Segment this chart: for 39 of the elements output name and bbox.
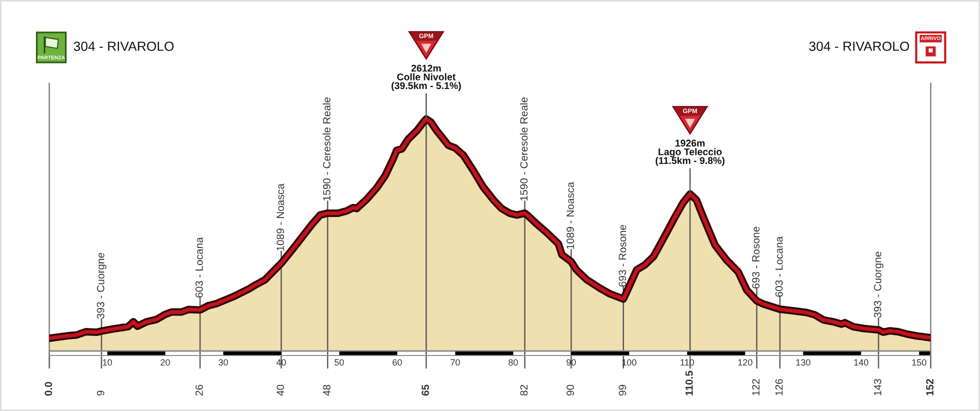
ref-line-label: 393 - Cuorgne (874, 252, 884, 318)
ref-line-label: 603 - Locana (775, 236, 783, 297)
x2-tick-label: 30 (218, 359, 228, 366)
ref-line-label: 1089 - Noasca (566, 182, 574, 249)
x2-tick-label: 130 (796, 359, 810, 366)
x-tick-label: 48 (323, 384, 330, 396)
x-tick-label: 122 (752, 379, 760, 396)
x-tick-label: 152 (926, 379, 934, 396)
x-tick-label: 40 (276, 384, 284, 396)
x2-tick-label: 150 (912, 359, 926, 366)
x2-tick-label: 20 (160, 359, 170, 366)
ref-line-label: 1590 - Ceresole Reale (322, 97, 330, 200)
text: 304 - RIVAROLO (809, 42, 910, 51)
ref-line-label: 1089 - Noasca (276, 184, 284, 251)
ref-line-label: 693 - Rosone (618, 224, 626, 287)
x-tick-label: 9 (96, 390, 104, 396)
x-tick-label: 90 (566, 384, 574, 396)
x-tick-label: 65 (422, 384, 430, 396)
ref-line-label: 1590 - Ceresole Reale (520, 97, 528, 200)
x-tick-label: 82 (520, 384, 528, 396)
x2-tick-label: 140 (854, 359, 868, 366)
annotation: 1926m Lago Teleccio (11.5km - 9.8%) (656, 140, 724, 166)
x-tick-label: 143 (874, 379, 882, 396)
x-tick-label: 26 (195, 384, 203, 396)
x2-tick-label: 80 (508, 359, 518, 366)
x-tick-label: 126 (775, 379, 783, 396)
x2-tick-label: 120 (738, 359, 752, 366)
ref-line-label: 393 - Cuorgne (96, 252, 106, 319)
x-tick-label: 99 (618, 384, 626, 396)
x-tick-label: 0.0 (44, 382, 52, 396)
ref-line-label: 693 - Rosone (752, 226, 760, 288)
x-tick-label: 110.5 (685, 370, 693, 396)
x2-tick-label: 70 (450, 359, 460, 366)
x2-tick-label: 10 (102, 359, 112, 366)
x2-tick-label: 50 (334, 359, 344, 366)
x2-tick-label: 60 (392, 359, 402, 366)
annotation: 2612m Colle Nivolet (39.5km - 5.1%) (392, 64, 461, 91)
ref-line-label: 603 - Locana (195, 237, 203, 298)
text: 304 - RIVAROLO (74, 42, 174, 51)
